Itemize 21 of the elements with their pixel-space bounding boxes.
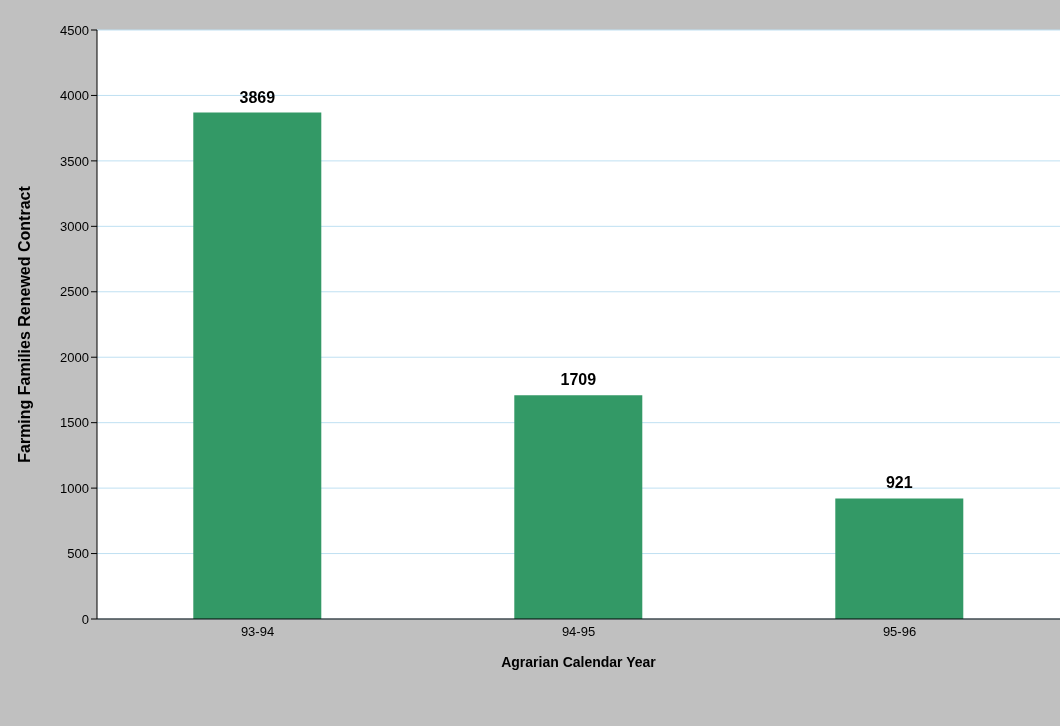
y-tick-label: 2500 [60,284,89,300]
x-tick-label: 95-96 [882,624,917,640]
y-tick-label: 500 [67,546,89,562]
y-tick-label: 3500 [60,153,89,169]
data-label: 1709 [560,371,597,389]
bar [835,498,964,619]
y-axis-title: Farming Families Renewed Contract [15,185,33,463]
y-tick-label: 3000 [60,218,89,234]
y-tick-label: 2000 [60,349,89,365]
x-tick-label: 93-94 [240,624,275,640]
bar [514,395,643,619]
y-tick-label: 1500 [60,415,89,431]
y-tick-label: 1000 [60,480,89,496]
data-label: 921 [885,474,913,492]
x-tick-label: 94-95 [561,624,596,640]
y-tick-label: 4500 [60,22,89,38]
data-label: 3869 [239,88,276,106]
y-tick-label: 0 [81,611,89,627]
y-tick-label: 4000 [60,88,89,104]
x-axis-title: Agrarian Calendar Year [501,654,657,670]
bar [193,112,322,619]
